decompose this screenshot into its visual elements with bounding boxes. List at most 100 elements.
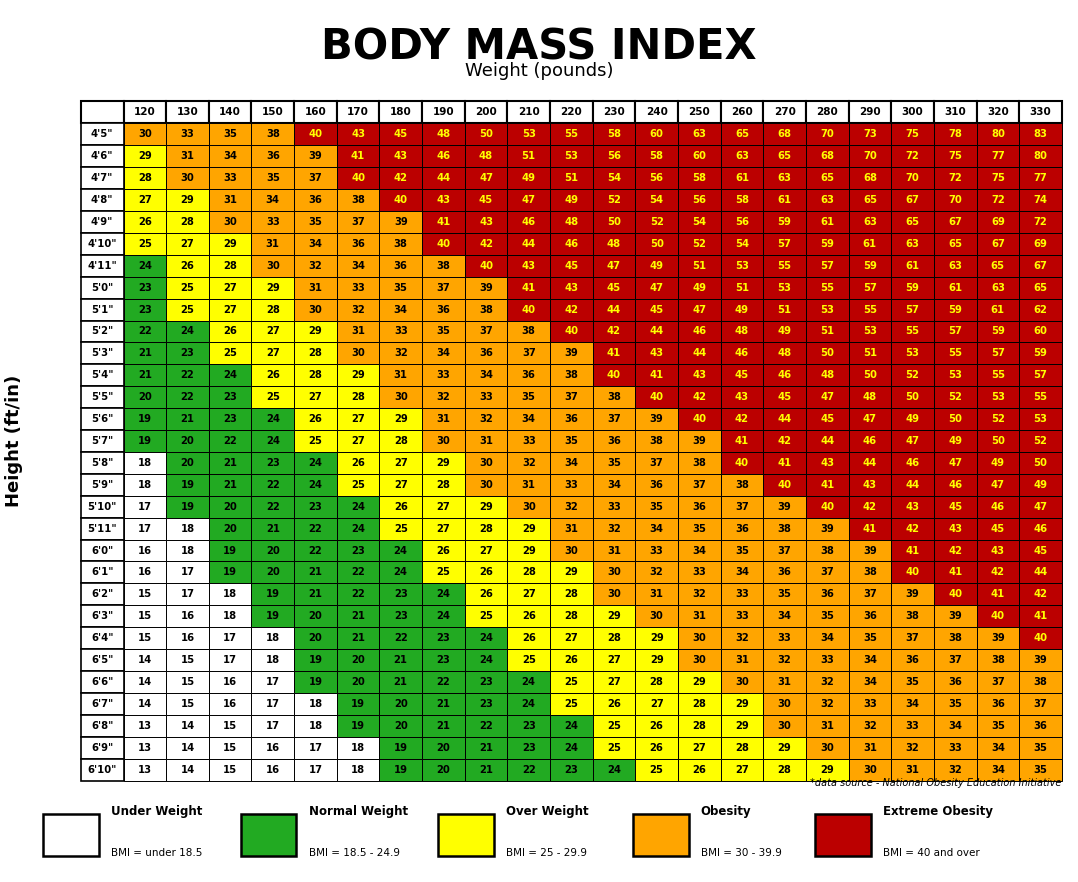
Text: 190: 190 <box>432 108 454 117</box>
Bar <box>379 714 423 736</box>
Text: 25: 25 <box>565 677 578 687</box>
Bar <box>720 277 763 299</box>
Text: 36: 36 <box>565 414 578 424</box>
Text: 24: 24 <box>138 261 152 271</box>
Bar <box>465 168 508 189</box>
Bar <box>720 364 763 386</box>
Text: 18: 18 <box>265 633 280 643</box>
Bar <box>593 211 635 233</box>
Text: 30: 30 <box>863 765 876 774</box>
Bar <box>379 583 423 605</box>
Text: 46: 46 <box>1034 524 1048 534</box>
Bar <box>678 714 720 736</box>
Text: 33: 33 <box>777 633 791 643</box>
Text: 34: 34 <box>906 699 920 709</box>
Bar <box>806 101 848 123</box>
Bar <box>635 211 678 233</box>
Bar <box>81 342 124 364</box>
Text: 24: 24 <box>223 370 237 380</box>
Bar <box>593 736 635 759</box>
Bar <box>336 562 379 583</box>
Bar <box>379 649 423 671</box>
Bar <box>209 211 251 233</box>
Bar <box>720 562 763 583</box>
Bar <box>465 233 508 255</box>
Text: 21: 21 <box>479 765 493 774</box>
Text: 20: 20 <box>223 502 237 512</box>
Text: 33: 33 <box>735 611 749 621</box>
Text: 14: 14 <box>138 677 152 687</box>
Text: 53: 53 <box>949 370 963 380</box>
Text: 30: 30 <box>266 261 279 271</box>
Bar <box>423 671 465 693</box>
Bar <box>508 408 550 430</box>
Bar <box>379 627 423 649</box>
Text: 18: 18 <box>308 721 322 731</box>
Text: 32: 32 <box>692 589 706 600</box>
Text: 27: 27 <box>479 546 493 556</box>
Text: 51: 51 <box>820 326 834 336</box>
Text: 28: 28 <box>437 480 451 490</box>
Text: 5'9": 5'9" <box>91 480 113 490</box>
Bar <box>848 714 892 736</box>
Text: 29: 29 <box>777 743 791 752</box>
FancyBboxPatch shape <box>240 814 296 856</box>
Bar <box>1019 342 1062 364</box>
Bar <box>806 146 848 168</box>
Bar <box>550 299 593 320</box>
Bar <box>465 299 508 320</box>
Bar <box>209 430 251 452</box>
Text: 15: 15 <box>180 677 194 687</box>
Bar <box>124 101 166 123</box>
Bar <box>251 759 294 781</box>
Text: 14: 14 <box>180 743 195 752</box>
Bar <box>678 386 720 408</box>
Bar <box>209 671 251 693</box>
Bar <box>593 430 635 452</box>
Bar <box>977 408 1019 430</box>
Bar <box>251 255 294 277</box>
Text: 28: 28 <box>138 173 152 183</box>
Bar <box>251 386 294 408</box>
Bar <box>678 364 720 386</box>
Bar <box>720 408 763 430</box>
Bar <box>423 233 465 255</box>
Bar <box>423 605 465 627</box>
Bar <box>465 671 508 693</box>
Text: 28: 28 <box>692 721 706 731</box>
Bar <box>1019 452 1062 474</box>
Text: 45: 45 <box>777 392 791 402</box>
Text: 32: 32 <box>351 304 365 315</box>
Text: 57: 57 <box>906 304 920 315</box>
Text: 36: 36 <box>949 677 963 687</box>
Text: 39: 39 <box>479 282 493 293</box>
Bar <box>166 189 209 211</box>
Bar <box>465 320 508 342</box>
Text: 80: 80 <box>1034 151 1048 161</box>
Text: 44: 44 <box>522 239 536 249</box>
Bar <box>678 562 720 583</box>
Bar <box>508 277 550 299</box>
Bar <box>379 474 423 496</box>
Text: 70: 70 <box>949 195 962 205</box>
Text: 30: 30 <box>735 677 749 687</box>
Text: 45: 45 <box>393 130 407 139</box>
Bar <box>81 759 124 781</box>
Bar <box>209 255 251 277</box>
Text: 38: 38 <box>650 436 664 446</box>
Text: 42: 42 <box>991 567 1005 578</box>
Bar <box>1019 627 1062 649</box>
Text: 43: 43 <box>650 348 664 358</box>
Bar <box>124 430 166 452</box>
Bar <box>763 627 806 649</box>
Bar <box>81 540 124 562</box>
Bar <box>720 255 763 277</box>
Bar <box>806 386 848 408</box>
Text: 32: 32 <box>820 677 834 687</box>
Text: 4'11": 4'11" <box>87 261 118 271</box>
Bar <box>336 168 379 189</box>
Bar <box>166 255 209 277</box>
Text: 21: 21 <box>479 743 493 752</box>
Bar <box>423 452 465 474</box>
Bar <box>294 101 336 123</box>
